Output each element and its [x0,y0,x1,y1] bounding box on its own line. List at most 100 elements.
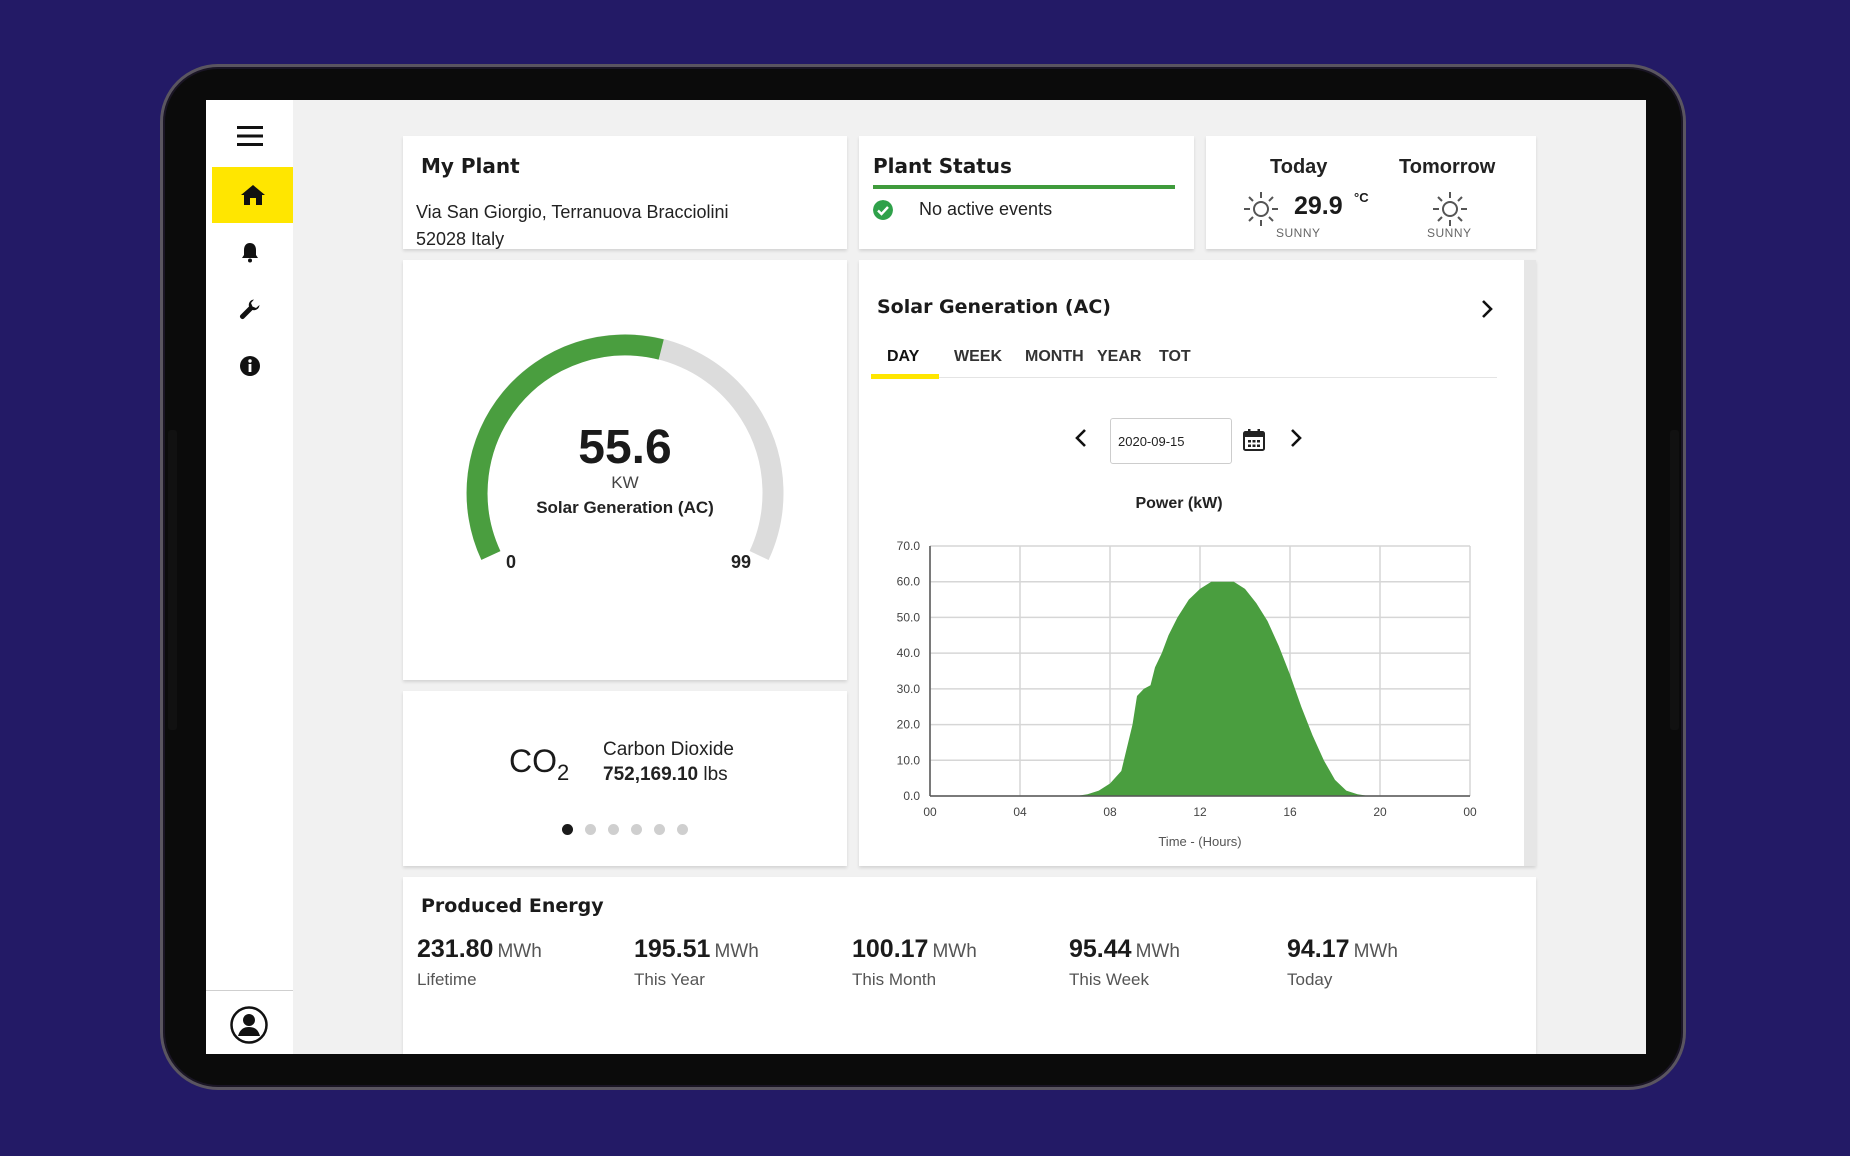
chart-title: Power (kW) [1135,495,1223,512]
energy-value: 231.80 [417,935,494,963]
status-message: No active events [919,199,1053,219]
scrollbar[interactable] [1524,260,1536,866]
energy-value: 195.51 [634,935,711,963]
carousel-dot[interactable] [654,824,665,835]
plant-status-card: Plant Status No active events [859,136,1194,249]
carousel-dot[interactable] [562,824,573,835]
y-tick-label: 0.0 [903,789,920,803]
carousel-dot[interactable] [585,824,596,835]
tab-month[interactable]: MONTH [1025,348,1084,365]
energy-stat-this-year: 195.51 MWh This Year [634,935,759,990]
gauge [466,334,784,560]
x-tick-label: 08 [1103,805,1117,819]
sidebar-item-info[interactable] [206,338,293,394]
energy-value: 100.17 [852,935,929,963]
tomorrow-condition: SUNNY [1427,226,1472,240]
plant-address: Via San Giorgio, Terranuova Bracciolini … [416,199,729,253]
energy-label: Today [1287,970,1333,989]
y-tick-label: 10.0 [897,753,921,767]
co2-unit: lbs [703,764,728,785]
energy-stat-this-month: 100.17 MWh This Month [852,935,977,990]
menu-button[interactable] [206,108,293,164]
plant-status-title: Plant Status [873,154,1012,178]
bell-icon [241,243,258,263]
energy-label: Lifetime [417,970,477,989]
energy-stat-lifetime: 231.80 MWh Lifetime [417,935,542,990]
energy-label: This Month [852,970,937,989]
energy-stat-this-week: 95.44 MWh This Week [1069,935,1180,990]
sidebar-item-notifications[interactable] [206,224,293,280]
sun-icon [1433,192,1467,226]
energy-value: 95.44 [1069,935,1132,963]
produced-energy-card: Produced Energy 231.80 MWh Lifetime 195.5… [403,877,1536,1054]
energy-unit: MWh [1135,941,1180,962]
calendar-icon[interactable] [1242,428,1266,452]
solar-generation-title: Solar Generation (AC) [877,296,1111,318]
home-icon [240,185,265,205]
gauge-unit: KW [611,473,639,492]
tab-day[interactable]: DAY [887,348,920,365]
energy-value: 94.17 [1287,935,1350,963]
co2-card: CO2 Carbon Dioxide 752,169.10 lbs [403,691,847,866]
energy-unit: MWh [497,941,542,962]
energy-unit: MWh [1353,941,1398,962]
energy-unit: MWh [932,941,977,962]
power-chart: 0.0 10.0 20.0 30.0 40.0 50.0 60.0 70.0 00 04 08 12 1… [897,539,1477,849]
carousel-dot[interactable] [608,824,619,835]
previous-date-button[interactable] [1070,426,1094,450]
power-area [930,581,1470,796]
address-line-2: 52028 Italy [416,229,505,249]
tab-week[interactable]: WEEK [954,348,1002,365]
carousel-dot[interactable] [677,824,688,835]
tablet-side-button [1670,430,1679,730]
next-date-button[interactable] [1283,426,1307,450]
y-tick-label: 50.0 [897,610,921,624]
x-tick-label: 00 [923,805,937,819]
co2-name: Carbon Dioxide [603,739,734,760]
weather-card: Today 29.9 °C SUNNY Tomorrow SUNNY [1206,136,1536,249]
energy-stat-today: 94.17 MWh Today [1287,935,1398,990]
produced-energy-title: Produced Energy [421,895,604,917]
energy-label: This Week [1069,970,1149,989]
tablet-side-button [168,430,177,730]
sun-icon [1244,192,1278,226]
check-circle-icon [873,200,893,220]
chevron-right-icon[interactable] [1476,298,1498,320]
app-screen: My Plant Via San Giorgio, Terranuova Bra… [206,100,1646,1054]
date-input[interactable] [1110,418,1232,464]
x-tick-label: 12 [1193,805,1207,819]
user-icon [230,1006,268,1044]
co2-amount: 752,169.10 lbs [603,764,728,786]
sidebar-item-home[interactable] [212,167,293,223]
generation-gauge-card: 55.6 KW Solar Generation (AC) 0 99 [403,260,847,680]
address-line-1: Via San Giorgio, Terranuova Bracciolini [416,202,729,222]
sidebar [206,100,293,1054]
status-bar [873,185,1175,189]
y-tick-label: 30.0 [897,682,921,696]
x-axis-label: Time - (Hours) [1158,834,1241,849]
my-plant-card: My Plant Via San Giorgio, Terranuova Bra… [403,136,847,249]
tab-tot[interactable]: TOT [1159,348,1191,365]
y-tick-label: 40.0 [897,646,921,660]
tab-year[interactable]: YEAR [1097,348,1142,365]
profile-button[interactable] [226,1002,272,1048]
carousel-dot[interactable] [631,824,642,835]
sidebar-item-tools[interactable] [206,281,293,337]
x-tick-label: 20 [1373,805,1387,819]
energy-unit: MWh [714,941,759,962]
co2-value: 752,169.10 [603,764,699,785]
gauge-fill [466,334,664,560]
tomorrow-label: Tomorrow [1399,156,1496,178]
energy-label: This Year [634,970,705,989]
gauge-label: Solar Generation (AC) [536,498,714,517]
tab-underline [871,374,939,379]
co2-symbol-text: CO [509,743,557,779]
gauge-max: 99 [731,552,752,572]
today-label: Today [1270,156,1328,178]
carousel-dots [562,824,688,835]
gauge-min: 0 [506,552,517,572]
my-plant-title: My Plant [421,154,520,178]
co2-subscript: 2 [557,760,570,785]
temperature-unit: °C [1354,190,1369,205]
wrench-icon [239,299,259,319]
